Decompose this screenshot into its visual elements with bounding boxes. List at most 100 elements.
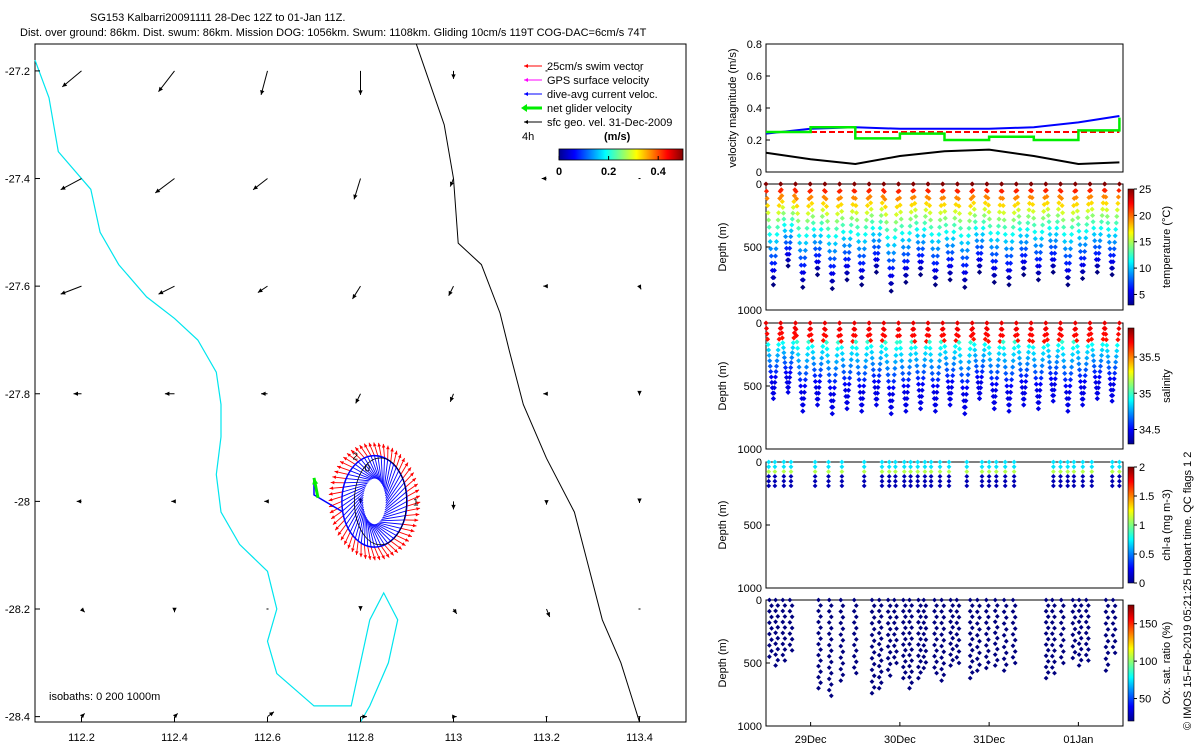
temperature-point [820, 200, 826, 206]
temperature-point [954, 181, 960, 187]
swim-vector [339, 461, 353, 468]
map-ytick-label: -27.4 [5, 174, 30, 186]
oxygen-point [900, 675, 906, 681]
salinity-point [1032, 369, 1038, 375]
oxygen-point [1078, 635, 1084, 641]
oxygen-point [826, 608, 832, 614]
salinity-point [1000, 339, 1006, 345]
oxygen-point [977, 603, 982, 609]
oxygen-point [851, 665, 857, 670]
temperature-point [1040, 222, 1046, 228]
chla-point [861, 469, 867, 475]
oxygen-point [1078, 646, 1084, 652]
oxygen-point [894, 603, 899, 609]
oxygen-point [780, 597, 786, 603]
dac-vector [385, 467, 397, 497]
oxygen-point [918, 636, 924, 642]
salinity-point [1112, 365, 1118, 371]
oxygen-point [851, 608, 857, 614]
salinity-point [1010, 358, 1016, 364]
salinity-point [828, 391, 834, 397]
temperature-point [1090, 219, 1096, 225]
oxygen-point [967, 653, 973, 659]
salinity-point [967, 346, 973, 352]
salinity-point [768, 374, 774, 380]
oxygen-point [816, 630, 821, 636]
oxygen-point [939, 609, 945, 614]
oxygen-point [939, 620, 945, 626]
oxygen-point [816, 608, 821, 614]
colorbar-tick-label: 0 [556, 166, 562, 178]
salinity-point [778, 325, 784, 331]
salinity-point [1065, 402, 1071, 408]
temperature-point [1100, 206, 1106, 212]
temperature-point [1002, 231, 1008, 237]
salinity-point [801, 396, 807, 402]
oxygen-point [948, 608, 954, 614]
salinity-point [981, 352, 987, 358]
salinity-point [852, 333, 858, 339]
oxygen-point [1076, 597, 1082, 603]
oxygen-point [818, 636, 824, 642]
oxygen-point [915, 675, 921, 681]
chla-ytick-label: 500 [744, 520, 762, 532]
salinity-point [994, 375, 1000, 381]
salinity-point [808, 326, 814, 332]
dac-vector [343, 494, 364, 516]
temperature-point [1098, 219, 1105, 225]
oxygen-point [967, 631, 973, 636]
oxygen-point [871, 603, 877, 609]
salinity-point [978, 379, 984, 385]
salinity-point [809, 343, 815, 349]
swim-vector [354, 447, 365, 459]
dac-vector [344, 496, 364, 521]
salinity-point [774, 358, 780, 364]
oxygen-point [974, 597, 980, 603]
oxygen-point [780, 652, 786, 658]
oxygen-point [907, 685, 912, 691]
salinity-point [820, 343, 826, 349]
map-xtick-label: 112.6 [254, 732, 281, 744]
oxygen-point [948, 630, 954, 636]
oxygen-point [948, 652, 954, 658]
salinity-point [993, 381, 999, 387]
oxygen-point [954, 609, 960, 614]
oxygen-point [941, 614, 947, 620]
temperature-point [1053, 238, 1059, 244]
temperature-point [1048, 244, 1054, 250]
salinity-ytick-label: 0 [756, 318, 762, 330]
oxygen-point [902, 636, 908, 642]
salinity-point [796, 358, 802, 364]
temperature-ytick-label: 500 [744, 242, 762, 254]
geo-vector [264, 499, 269, 504]
chla-point [788, 459, 794, 465]
salinity-point [901, 383, 907, 389]
temperature-point [1035, 277, 1041, 283]
chla-point [766, 459, 772, 465]
salinity-point [927, 339, 933, 345]
dac-vector [385, 482, 405, 506]
temperature-point [791, 199, 797, 205]
oxygen-point [780, 619, 786, 625]
salinity-point [1081, 390, 1087, 396]
salinity-point [921, 363, 927, 369]
salinity-point [889, 398, 895, 404]
salinity-point [1102, 320, 1108, 326]
temperature-point [1083, 235, 1089, 241]
salinity-point [886, 385, 892, 391]
oxygen-point [766, 654, 772, 660]
salinity-point [1074, 343, 1080, 349]
oxygen-point [1058, 609, 1064, 614]
swim-vector [363, 443, 372, 457]
temperature-point [1068, 239, 1074, 245]
map-xtick-label: 112.4 [161, 732, 188, 744]
oxygen-point [932, 620, 937, 625]
oxygen-point [921, 654, 927, 660]
salinity-point [842, 381, 848, 387]
oxygen-point [1010, 620, 1016, 626]
temperature-point [949, 249, 955, 255]
salinity-point [1037, 387, 1043, 393]
oxygen-point [969, 625, 975, 631]
oxygen-point [769, 648, 774, 654]
